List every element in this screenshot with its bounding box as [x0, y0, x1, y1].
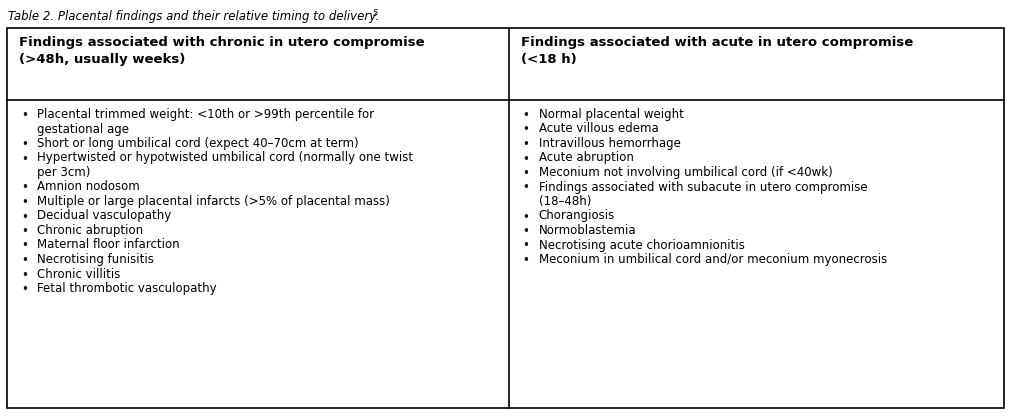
Text: •: •: [21, 225, 28, 238]
Text: Acute abruption: Acute abruption: [539, 151, 634, 164]
Text: •: •: [21, 268, 28, 282]
Text: •: •: [523, 210, 530, 223]
Text: gestational age: gestational age: [37, 122, 129, 136]
Text: per 3cm): per 3cm): [37, 166, 90, 179]
Text: •: •: [523, 254, 530, 267]
Text: •: •: [523, 138, 530, 151]
Text: Maternal floor infarction: Maternal floor infarction: [37, 238, 180, 252]
Text: Necrotising acute chorioamnionitis: Necrotising acute chorioamnionitis: [539, 238, 744, 252]
Text: •: •: [523, 109, 530, 122]
Text: Table 2. Placental findings and their relative timing to delivery.: Table 2. Placental findings and their re…: [8, 10, 379, 23]
Text: Chronic villitis: Chronic villitis: [37, 267, 120, 280]
Text: (<18 h): (<18 h): [521, 53, 576, 66]
Text: Findings associated with subacute in utero compromise: Findings associated with subacute in ute…: [539, 181, 867, 193]
Text: •: •: [21, 210, 28, 223]
Text: Placental trimmed weight: <10th or >99th percentile for: Placental trimmed weight: <10th or >99th…: [37, 108, 374, 121]
Text: Meconium not involving umbilical cord (if <40wk): Meconium not involving umbilical cord (i…: [539, 166, 832, 179]
Text: 5: 5: [373, 9, 378, 18]
Text: (18–48h): (18–48h): [539, 195, 590, 208]
Text: •: •: [21, 283, 28, 296]
Text: Short or long umbilical cord (expect 40–70cm at term): Short or long umbilical cord (expect 40–…: [37, 137, 359, 150]
Text: Findings associated with chronic in utero compromise: Findings associated with chronic in uter…: [19, 36, 425, 49]
Text: Acute villous edema: Acute villous edema: [539, 122, 658, 136]
Text: •: •: [523, 181, 530, 195]
Text: Chronic abruption: Chronic abruption: [37, 224, 144, 237]
Text: Meconium in umbilical cord and/or meconium myonecrosis: Meconium in umbilical cord and/or meconi…: [539, 253, 887, 266]
Text: Findings associated with acute in utero compromise: Findings associated with acute in utero …: [521, 36, 913, 49]
Text: •: •: [523, 167, 530, 180]
Text: Fetal thrombotic vasculopathy: Fetal thrombotic vasculopathy: [37, 282, 216, 295]
Text: Chorangiosis: Chorangiosis: [539, 210, 615, 223]
Text: Intravillous hemorrhage: Intravillous hemorrhage: [539, 137, 680, 150]
Text: •: •: [21, 240, 28, 253]
Text: •: •: [21, 254, 28, 267]
Text: Necrotising funisitis: Necrotising funisitis: [37, 253, 154, 266]
Text: •: •: [21, 138, 28, 151]
Text: Multiple or large placental infarcts (>5% of placental mass): Multiple or large placental infarcts (>5…: [37, 195, 390, 208]
Text: (>48h, usually weeks): (>48h, usually weeks): [19, 53, 185, 66]
Text: Amnion nodosom: Amnion nodosom: [37, 181, 140, 193]
Text: •: •: [21, 181, 28, 195]
Text: •: •: [523, 153, 530, 166]
Text: •: •: [21, 109, 28, 122]
Text: •: •: [21, 153, 28, 166]
Text: Normal placental weight: Normal placental weight: [539, 108, 683, 121]
Text: Hypertwisted or hypotwisted umbilical cord (normally one twist: Hypertwisted or hypotwisted umbilical co…: [37, 151, 413, 164]
Text: •: •: [21, 196, 28, 209]
Text: Decidual vasculopathy: Decidual vasculopathy: [37, 210, 171, 223]
Text: •: •: [523, 225, 530, 238]
Text: •: •: [523, 124, 530, 136]
Text: •: •: [523, 240, 530, 253]
Text: Normoblastemia: Normoblastemia: [539, 224, 636, 237]
